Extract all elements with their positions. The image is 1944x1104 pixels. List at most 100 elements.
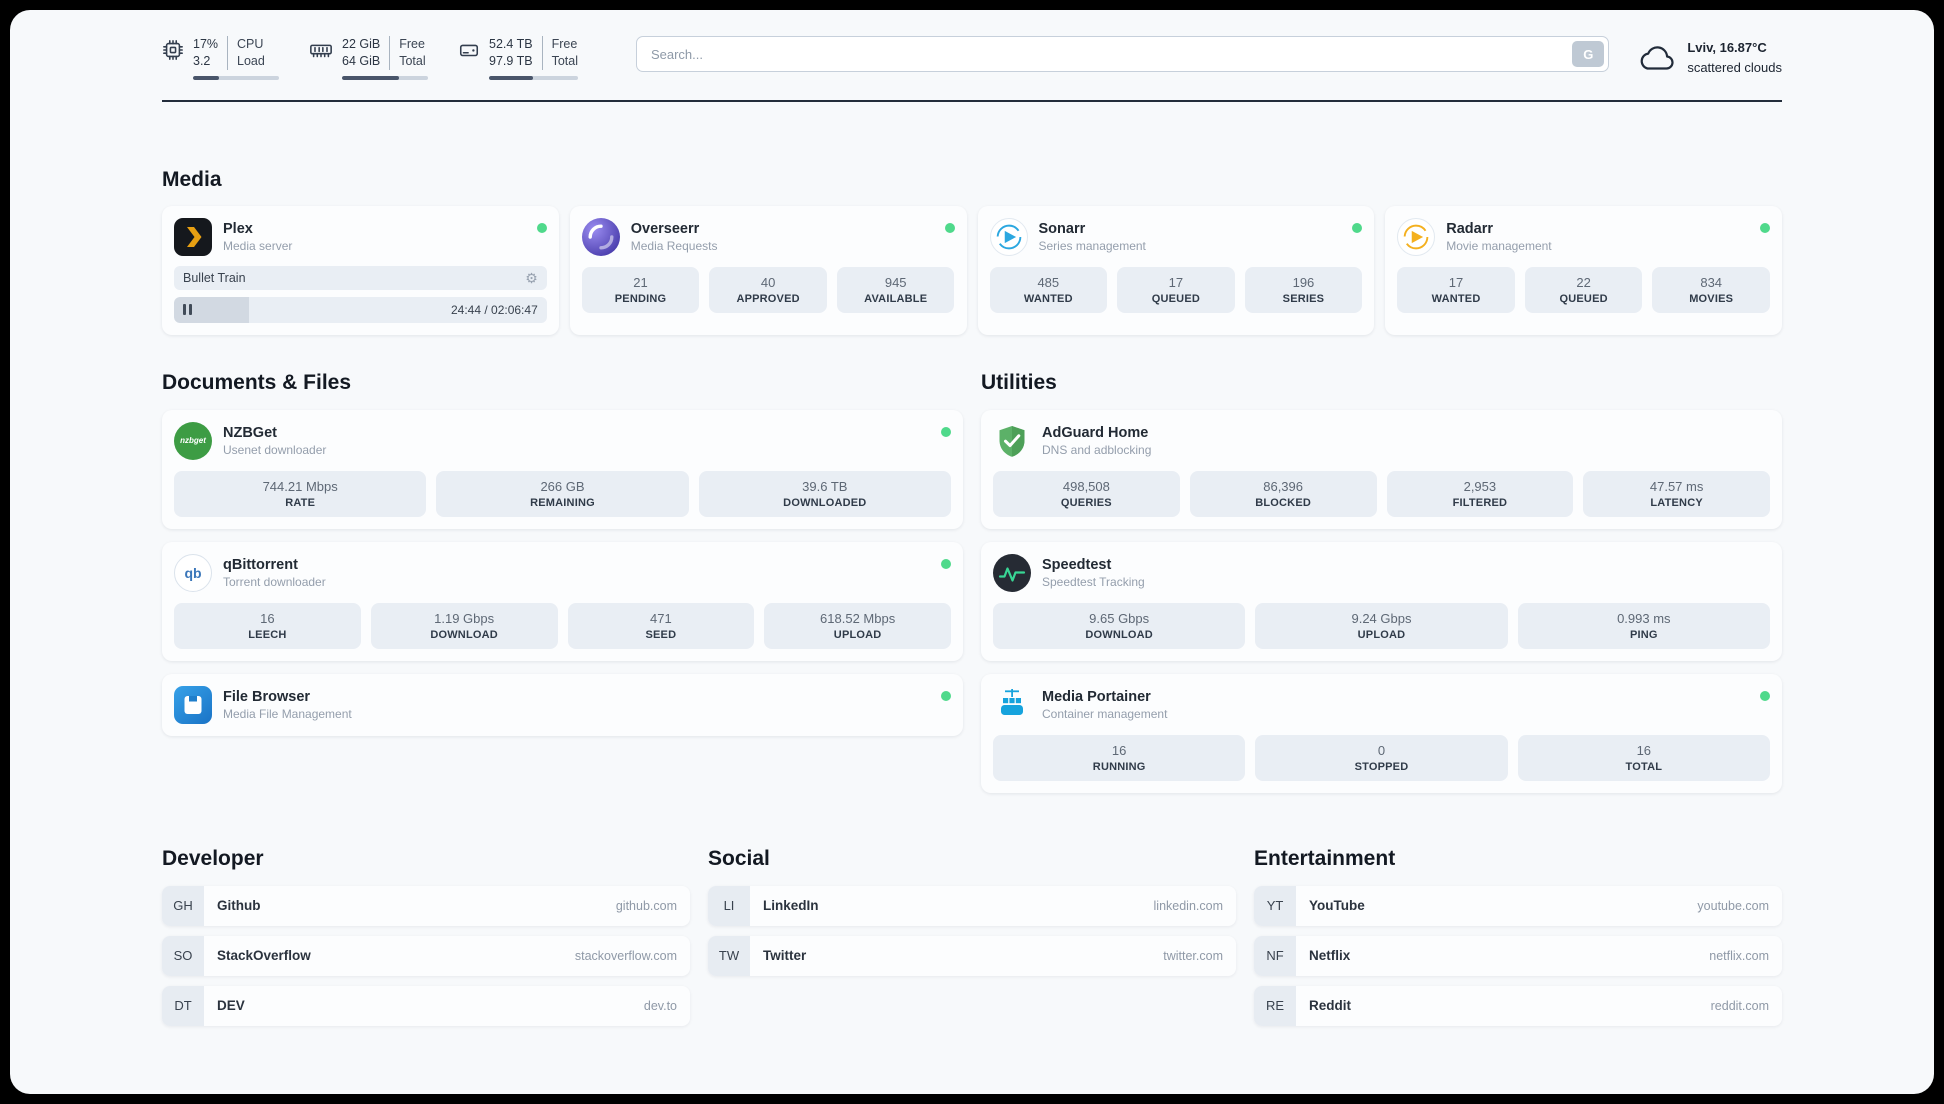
nzbget-icon: nzbget [174, 421, 212, 460]
bookmark-netflix[interactable]: NF Netflix netflix.com [1254, 935, 1782, 976]
stat-box: 485 WANTED [989, 266, 1108, 313]
section-title-entertainment: Entertainment [1254, 846, 1396, 870]
status-online-dot [1352, 222, 1363, 233]
stat-value: 39.6 TB [802, 478, 848, 494]
bookmark-name: Netflix [1309, 948, 1351, 964]
cpu-usage-value: 17% [193, 37, 219, 51]
search-provider-button[interactable]: G [1572, 41, 1605, 67]
app-card-adguard[interactable]: AdGuard Home DNS and adblocking 498,508 … [981, 409, 1782, 529]
section-title-media: Media [162, 167, 222, 191]
sonarr-icon [989, 217, 1028, 256]
cpu-icon [163, 40, 183, 60]
stat-value: 0.993 ms [1617, 610, 1671, 626]
app-card-qbittorrent[interactable]: qb qBittorrent Torrent downloader 16 LEE… [162, 541, 963, 661]
status-online-dot [944, 222, 955, 233]
disk-progress-fill [489, 75, 534, 80]
stat-label: PING [1629, 628, 1658, 641]
bookmark-github[interactable]: GH Github github.com [162, 885, 690, 926]
memory-total-label: Total [399, 53, 426, 68]
stat-label: QUEUED [1559, 292, 1608, 305]
stat-box: 22 QUEUED [1524, 266, 1643, 313]
stat-box: 39.6 TB DOWNLOADED [698, 470, 951, 517]
app-card-portainer[interactable]: Media Portainer Container management 16 … [981, 673, 1782, 793]
bookmark-url: github.com [615, 898, 677, 913]
playback-time: 24:44 / 02:06:47 [451, 302, 538, 317]
app-card-filebrowser[interactable]: File Browser Media File Management [162, 673, 963, 736]
app-name: Sonarr [1038, 220, 1086, 237]
qbittorrent-icon-text: qb [184, 564, 202, 581]
stat-box: 744.21 Mbps RATE [174, 470, 427, 517]
stat-value: 744.21 Mbps [262, 478, 338, 494]
bookmark-abbr: DT [162, 985, 204, 1026]
section-title-utilities: Utilities [981, 370, 1057, 394]
bookmark-dev[interactable]: DT DEV dev.to [162, 985, 690, 1026]
app-card-radarr[interactable]: Radarr Movie management 17 WANTED 22 QUE… [1385, 205, 1782, 335]
stat-value: 16 [1636, 742, 1652, 758]
section-title-documents: Documents & Files [162, 370, 352, 394]
playback-bar: 24:44 / 02:06:47 [174, 296, 547, 323]
disk-icon [459, 44, 479, 57]
weather-location: Lviv, 16.87°C [1687, 40, 1767, 55]
disk-free-label: Free [551, 37, 578, 51]
stat-label: RUNNING [1092, 760, 1146, 773]
stat-box: 16 LEECH [174, 602, 361, 649]
stat-box: 47.57 ms LATENCY [1583, 470, 1770, 517]
plex-icon [174, 217, 212, 256]
bookmark-stackoverflow[interactable]: SO StackOverflow stackoverflow.com [162, 935, 690, 976]
app-card-overseerr[interactable]: Overseerr Media Requests 21 PENDING 40 A… [569, 205, 967, 335]
bookmark-url: linkedin.com [1153, 898, 1223, 913]
bookmark-twitter[interactable]: TW Twitter twitter.com [708, 935, 1236, 976]
stat-box: 86,396 BLOCKED [1189, 470, 1377, 517]
app-card-speedtest[interactable]: Speedtest Speedtest Tracking 9.65 Gbps D… [981, 541, 1782, 661]
app-card-plex[interactable]: Plex Media server Bullet Train ⚙ 24:44 /… [162, 205, 559, 335]
section-title-developer: Developer [162, 846, 264, 870]
status-online-dot [1760, 222, 1770, 233]
stat-label: WANTED [1023, 292, 1073, 305]
filebrowser-icon [174, 685, 212, 724]
cpu-label: CPU [237, 37, 264, 51]
stat-label: TOTAL [1625, 760, 1663, 773]
memory-progress-bar [342, 75, 428, 80]
stat-box: 1.19 Gbps DOWNLOAD [370, 602, 558, 649]
bookmark-abbr: SO [162, 935, 204, 976]
status-online-dot [941, 558, 951, 569]
stat-box: 618.52 Mbps UPLOAD [764, 602, 951, 649]
portainer-icon [993, 686, 1031, 724]
app-card-nzbget[interactable]: nzbget NZBGet Usenet downloader 744.21 M… [162, 409, 963, 529]
bookmark-abbr: TW [708, 935, 750, 976]
app-card-sonarr[interactable]: Sonarr Series management 485 WANTED 17 Q… [977, 205, 1375, 335]
stat-box: 17 WANTED [1397, 266, 1515, 313]
bookmark-reddit[interactable]: RE Reddit reddit.com [1254, 985, 1782, 1026]
stat-value: 16 [260, 610, 275, 626]
stat-box: 266 GB REMAINING [436, 470, 689, 517]
stat-label: LATENCY [1650, 496, 1703, 509]
status-online-dot [1760, 690, 1770, 701]
stat-box: 9.65 Gbps DOWNLOAD [993, 602, 1246, 649]
gear-icon[interactable]: ⚙ [525, 269, 538, 286]
weather-widget[interactable]: Lviv, 16.87°C scattered clouds [1637, 36, 1782, 77]
bookmark-name: LinkedIn [763, 898, 819, 914]
memory-widget: 22 GiB 64 GiB Free Total [309, 36, 428, 80]
app-desc: Torrent downloader [223, 574, 326, 589]
disk-free-value: 52.4 TB [489, 37, 533, 51]
app-name: Plex [223, 220, 253, 237]
pause-icon[interactable] [183, 304, 192, 316]
stat-label: UPLOAD [833, 628, 882, 641]
stat-value: 9.65 Gbps [1089, 610, 1150, 626]
stat-value: 16 [1111, 742, 1127, 758]
stat-value: 618.52 Mbps [820, 610, 896, 626]
stat-box: 0 STOPPED [1255, 734, 1508, 781]
app-desc: Container management [1042, 706, 1168, 721]
stat-box: 471 SEED [567, 602, 755, 649]
bookmark-youtube[interactable]: YT YouTube youtube.com [1254, 885, 1782, 926]
bookmark-url: reddit.com [1710, 998, 1769, 1013]
cloud-icon [1640, 45, 1674, 70]
stat-label: BLOCKED [1255, 496, 1312, 509]
playback-progress-fill [174, 296, 249, 323]
search-input[interactable] [635, 36, 1610, 72]
bookmark-name: Twitter [763, 948, 807, 964]
stat-value: 471 [650, 610, 672, 626]
adguard-icon [993, 422, 1031, 460]
bookmark-linkedin[interactable]: LI LinkedIn linkedin.com [708, 885, 1236, 926]
cpu-progress-fill [193, 75, 219, 80]
